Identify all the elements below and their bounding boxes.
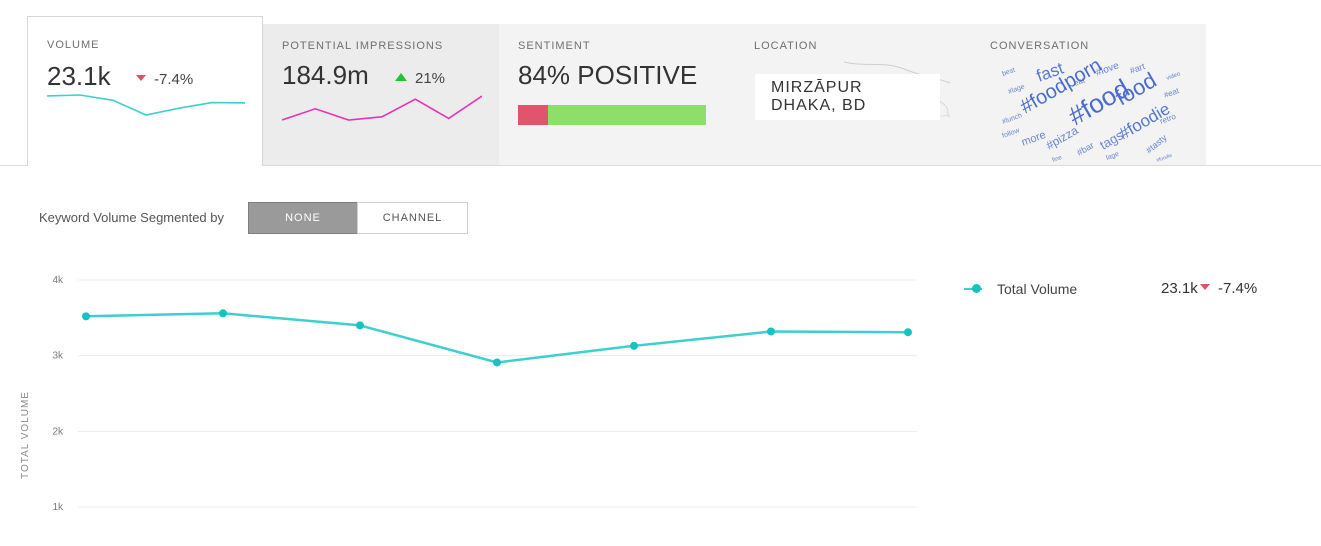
impressions-label: POTENTIAL IMPRESSIONS — [282, 40, 444, 52]
volume-line-chart: 4k 3k 2k 1k TOTAL VOLUME — [20, 275, 917, 513]
location-city: MIRZĀPUR — [771, 79, 863, 96]
cloud-word: lage — [1105, 151, 1120, 162]
data-point — [356, 321, 364, 330]
sparkline-path — [282, 95, 482, 121]
volume-label: VOLUME — [47, 39, 100, 51]
impressions-delta: 21% — [395, 70, 445, 87]
sentiment-value: 84% POSITIVE — [518, 60, 698, 90]
volume-delta: -7.4% — [136, 71, 193, 88]
cloud-word: #foodie — [1156, 153, 1174, 164]
cloud-word: eat — [1073, 75, 1087, 88]
y-axis-label: TOTAL VOLUME — [20, 391, 31, 479]
word-cloud: best fast #love #art video #lage eat #fo… — [1001, 54, 1182, 164]
location-region: DHAKA, BD — [771, 97, 867, 114]
cloud-word: more — [1020, 129, 1048, 149]
cloud-word: follow — [1001, 127, 1021, 140]
sentiment-bar — [518, 105, 706, 125]
data-point — [493, 358, 501, 367]
legend-series-name: Total Volume — [997, 281, 1078, 297]
legend-swatch-dot — [972, 284, 981, 293]
y-tick-label: 1k — [52, 502, 64, 513]
cloud-word: #bar — [1075, 140, 1096, 158]
location-name: MIRZĀPUR DHAKA, BD — [755, 74, 940, 120]
conversation-label: CONVERSATION — [990, 40, 1090, 52]
segment-label: Keyword Volume Segmented by — [39, 210, 224, 225]
location-label: LOCATION — [754, 40, 818, 52]
impressions-sparkline — [282, 95, 482, 121]
cloud-word: best — [1001, 67, 1016, 78]
impressions-card[interactable]: POTENTIAL IMPRESSIONS 184.9m 21% — [263, 24, 499, 165]
down-arrow-icon — [136, 75, 146, 82]
y-tick-label: 2k — [52, 426, 64, 437]
volume-card[interactable]: VOLUME 23.1k -7.4% — [27, 16, 263, 166]
sentiment-card[interactable]: SENTIMENT 84% POSITIVE — [499, 24, 735, 165]
cloud-word: fine — [1052, 155, 1064, 164]
cloud-word: #lage — [1007, 83, 1026, 95]
cloud-word: #tasty — [1144, 132, 1169, 155]
cloud-word: video — [1166, 71, 1182, 82]
volume-value: 23.1k — [47, 61, 111, 91]
series-line-total-volume — [85, 312, 909, 364]
conversation-card[interactable]: CONVERSATION best fast #love #art video … — [971, 24, 1206, 165]
impressions-delta-text: 21% — [415, 70, 446, 87]
cloud-word: #lunch — [1001, 112, 1023, 126]
segment-channel-button[interactable]: CHANNEL — [357, 202, 468, 234]
sparkline-path — [47, 94, 245, 116]
volume-delta-text: -7.4% — [154, 71, 194, 88]
cloud-word: #eat — [1163, 86, 1181, 100]
up-arrow-icon — [395, 73, 407, 82]
sentiment-positive-segment — [548, 105, 706, 125]
data-point — [904, 328, 912, 337]
location-card[interactable]: LOCATION MIRZĀPUR DHAKA, BD — [735, 24, 971, 165]
y-tick-label: 3k — [52, 351, 64, 362]
legend-delta: -7.4% — [1200, 280, 1257, 297]
data-point — [82, 312, 90, 321]
legend-value: 23.1k — [1161, 280, 1198, 297]
cards-divider — [0, 165, 1321, 166]
data-point — [630, 341, 638, 350]
down-arrow-icon — [1200, 284, 1210, 291]
sentiment-negative-segment — [518, 105, 549, 125]
volume-sparkline — [47, 94, 245, 116]
impressions-value: 184.9m — [282, 60, 369, 90]
chart-legend[interactable]: Total Volume 23.1k -7.4% — [960, 276, 1290, 300]
data-point — [767, 327, 775, 336]
y-tick-label: 4k — [52, 275, 64, 286]
segment-none-button[interactable]: NONE — [248, 202, 358, 234]
legend-delta-text: -7.4% — [1218, 280, 1258, 297]
sentiment-label: SENTIMENT — [518, 40, 591, 52]
data-point — [219, 309, 227, 318]
